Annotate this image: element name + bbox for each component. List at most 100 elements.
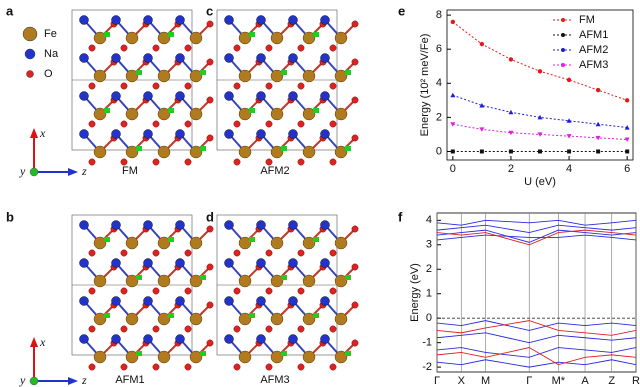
atom-o: [265, 325, 273, 333]
atom-fe: [93, 69, 107, 83]
spin-marker: [249, 108, 255, 113]
spin-marker: [313, 237, 319, 242]
legend-label: AFM1: [579, 29, 608, 41]
axis-arrow-head: [30, 128, 38, 138]
atom-fe: [93, 274, 107, 288]
atom-o: [120, 82, 128, 90]
y-tick-label: 2: [426, 263, 432, 275]
crystal-structure: [216, 9, 359, 166]
panel-label: c: [206, 3, 213, 18]
atom-o: [120, 363, 128, 371]
atom-na: [288, 258, 298, 268]
spin-marker: [136, 146, 142, 151]
spin-marker: [168, 32, 174, 37]
atom-na: [320, 53, 330, 63]
atom-na: [79, 258, 89, 268]
marker: [624, 125, 630, 130]
atom-o: [152, 363, 160, 371]
atom-o: [120, 325, 128, 333]
panel-label: e: [398, 3, 405, 18]
spin-marker: [281, 275, 287, 280]
band-line: [436, 347, 637, 366]
atom-na: [256, 129, 266, 139]
atom-o: [329, 363, 337, 371]
atom-na: [224, 91, 234, 101]
atom-fe: [238, 236, 252, 250]
spin-marker: [313, 108, 319, 113]
atom-na: [143, 129, 153, 139]
legend-marker: [561, 33, 565, 37]
atom-fe: [157, 107, 171, 121]
legend-marker: [561, 63, 565, 67]
atom-fe: [302, 312, 316, 326]
atom-na: [288, 129, 298, 139]
atom-fe: [125, 350, 139, 364]
atom-fe: [125, 312, 139, 326]
y-tick-label: 4: [436, 77, 442, 89]
atom-o: [329, 158, 337, 166]
axis-letter: x: [39, 126, 46, 140]
marker: [450, 122, 456, 127]
atom-na: [111, 258, 121, 268]
atom-o: [120, 249, 128, 257]
atom-o: [184, 249, 192, 257]
axis-letter: x: [39, 335, 46, 349]
atom-fe: [189, 236, 203, 250]
crystal-structure: [71, 214, 214, 371]
spin-marker: [249, 237, 255, 242]
atom-fe: [125, 236, 139, 250]
atom-o: [329, 287, 337, 295]
y-tick-label: 3: [426, 239, 432, 251]
y-tick-label: 0: [436, 145, 442, 157]
x-tick-label: A: [581, 375, 589, 387]
atom-legend-swatch: [26, 70, 34, 78]
atom-fe: [93, 145, 107, 159]
atom-o: [184, 158, 192, 166]
atom-o: [88, 249, 96, 257]
atom-o: [329, 44, 337, 52]
atom-na: [175, 334, 185, 344]
atom-fe: [93, 350, 107, 364]
atom-na: [143, 334, 153, 344]
atom-o: [329, 82, 337, 90]
marker: [595, 87, 601, 93]
atom-na: [224, 129, 234, 139]
spin-marker: [136, 70, 142, 75]
atom-o: [184, 325, 192, 333]
atom-fe: [93, 312, 107, 326]
atom-na: [79, 220, 89, 230]
atom-na: [288, 15, 298, 25]
atom-fe: [189, 274, 203, 288]
atom-na: [111, 334, 121, 344]
atom-na: [224, 53, 234, 63]
atom-na: [288, 91, 298, 101]
spin-marker: [345, 275, 351, 280]
atom-fe: [93, 107, 107, 121]
atom-legend-label: O: [44, 68, 53, 80]
marker: [567, 149, 572, 154]
y-tick-label: 1: [426, 288, 432, 300]
plot-frame: [446, 9, 634, 161]
spin-marker: [104, 313, 110, 318]
atom-na: [320, 334, 330, 344]
panel-label: a: [6, 3, 14, 18]
atom-fe: [157, 274, 171, 288]
atom-na: [320, 220, 330, 230]
atom-fe: [189, 312, 203, 326]
atom-o: [184, 363, 192, 371]
atom-o: [206, 301, 214, 309]
atom-fe: [189, 107, 203, 121]
atom-na: [256, 258, 266, 268]
atom-na: [256, 334, 266, 344]
atom-o: [184, 287, 192, 295]
marker: [566, 134, 572, 139]
atom-o: [88, 82, 96, 90]
band-line: [436, 320, 637, 331]
atom-legend-swatch: [22, 26, 38, 42]
atom-fe: [93, 31, 107, 45]
atom-o: [233, 363, 241, 371]
spin-marker: [168, 108, 174, 113]
atom-fe: [270, 274, 284, 288]
atom-fe: [238, 274, 252, 288]
marker: [450, 149, 455, 154]
